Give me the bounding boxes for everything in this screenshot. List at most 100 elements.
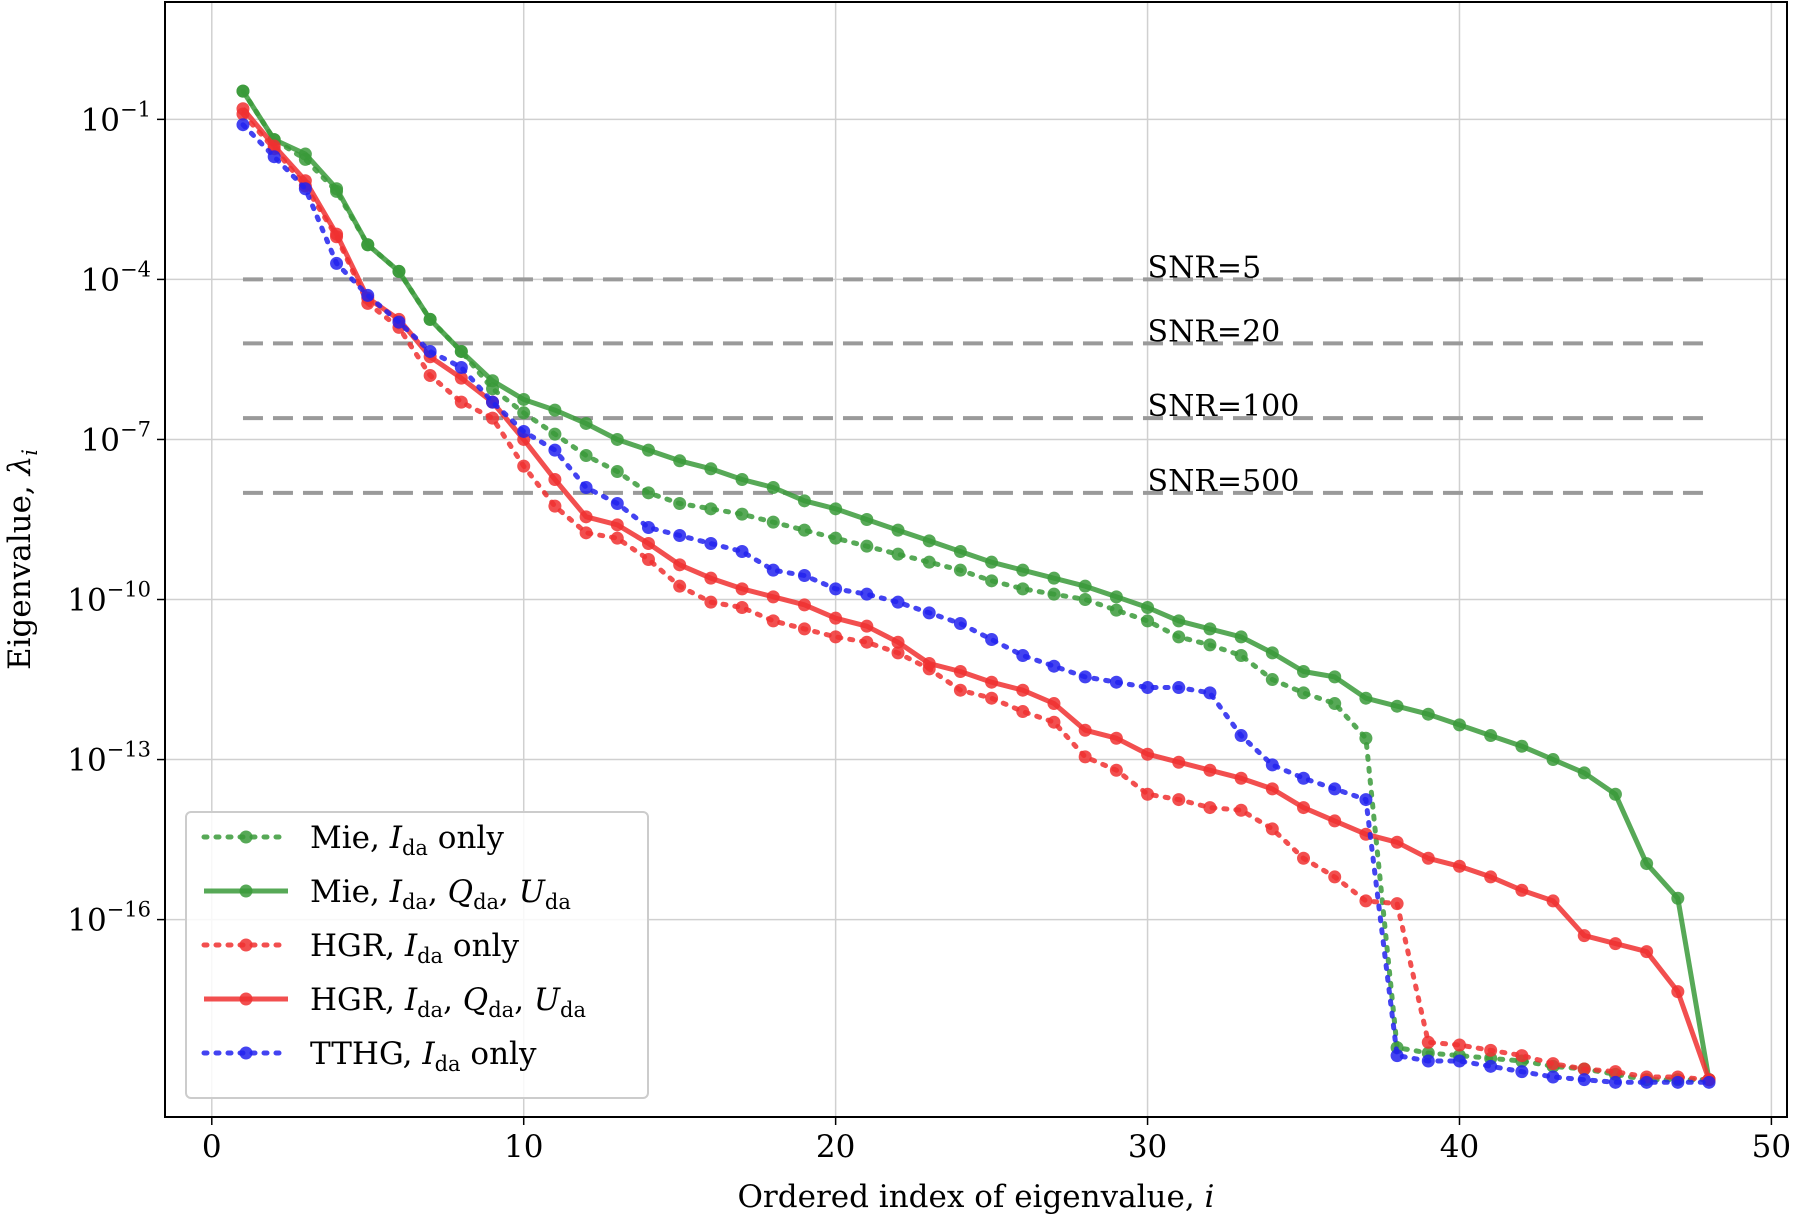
data-point — [1234, 729, 1248, 743]
data-point — [1577, 766, 1591, 780]
legend-entry: HGR, Ida, Qda, Uda — [204, 982, 586, 1022]
snr-label: SNR=100 — [1148, 389, 1300, 424]
data-point — [361, 238, 375, 252]
snr-thresholds — [242, 277, 1710, 495]
data-point — [1297, 686, 1311, 700]
data-point — [579, 480, 593, 494]
data-point — [1484, 1059, 1498, 1073]
data-point — [236, 84, 250, 98]
data-point — [797, 523, 811, 537]
data-point — [891, 523, 905, 537]
data-point — [766, 614, 780, 628]
data-point — [1640, 1075, 1654, 1089]
data-point — [517, 424, 531, 438]
data-point — [1671, 985, 1685, 999]
data-point — [1421, 1035, 1435, 1049]
data-point — [1172, 793, 1186, 807]
data-point — [1390, 699, 1404, 713]
data-point — [1078, 670, 1092, 684]
data-point — [704, 595, 718, 609]
data-point — [1577, 929, 1591, 943]
data-point — [860, 587, 874, 601]
data-point — [1141, 787, 1155, 801]
data-point — [673, 528, 687, 542]
data-point — [1390, 835, 1404, 849]
data-point — [766, 515, 780, 529]
data-point — [579, 510, 593, 524]
legend-entry: Mie, Ida only — [201, 820, 504, 860]
data-point — [1109, 731, 1123, 745]
data-point — [486, 411, 500, 425]
data-point — [1203, 801, 1217, 815]
data-point — [1078, 723, 1092, 737]
legend-marker — [239, 938, 253, 952]
legend-marker — [239, 884, 253, 898]
data-point — [1234, 803, 1248, 817]
data-point — [1359, 894, 1373, 908]
data-point — [1640, 857, 1654, 871]
data-point — [486, 395, 500, 409]
data-point — [1452, 718, 1466, 732]
legend: Mie, Ida only Mie, Ida, Qda, Uda HGR, Ida … — [185, 811, 649, 1099]
data-point — [610, 432, 624, 446]
data-point — [735, 601, 749, 615]
data-point — [1078, 579, 1092, 593]
data-point — [1234, 630, 1248, 644]
data-point — [1515, 739, 1529, 753]
data-point — [860, 635, 874, 649]
legend-label: TTHG, Ida only — [310, 1036, 537, 1076]
data-point — [298, 147, 312, 161]
data-point — [1359, 691, 1373, 705]
data-point — [1016, 705, 1030, 719]
data-point — [1297, 665, 1311, 679]
snr-labels: SNR=5 SNR=20 SNR=100 SNR=500 — [1148, 250, 1300, 498]
data-point — [1484, 870, 1498, 884]
data-point — [1452, 1038, 1466, 1052]
data-point — [860, 539, 874, 553]
data-point — [361, 288, 375, 302]
data-point — [1203, 763, 1217, 777]
data-point — [1702, 1075, 1716, 1089]
data-point — [1141, 747, 1155, 761]
data-point — [673, 454, 687, 468]
data-point — [673, 496, 687, 510]
y-tick-label: 10−7 — [81, 417, 151, 458]
data-point — [985, 574, 999, 588]
data-point — [1047, 697, 1061, 711]
data-point — [517, 406, 531, 420]
data-point — [1484, 1043, 1498, 1057]
data-point — [1109, 763, 1123, 777]
data-point — [891, 635, 905, 649]
x-tick-label: 40 — [1440, 1129, 1479, 1165]
data-point — [1234, 649, 1248, 663]
data-point — [766, 590, 780, 604]
data-point — [1484, 729, 1498, 743]
y-axis-label: Eigenvalue, λi — [2, 449, 42, 670]
data-point — [829, 582, 843, 596]
data-point — [1265, 673, 1279, 687]
data-point — [1078, 593, 1092, 607]
data-point — [953, 563, 967, 577]
data-point — [1141, 601, 1155, 615]
legend-marker — [239, 992, 253, 1006]
data-point — [267, 139, 281, 153]
x-tick-label: 50 — [1752, 1129, 1791, 1165]
y-tick-label: 10−10 — [67, 578, 151, 619]
snr-label: SNR=5 — [1148, 250, 1262, 285]
data-point — [1452, 859, 1466, 873]
data-point — [953, 665, 967, 679]
series-mie-i-da-q-da-u-da — [236, 84, 1716, 1087]
legend-box — [185, 811, 649, 1099]
data-point — [1546, 753, 1560, 767]
data-point — [704, 502, 718, 516]
data-point — [1390, 1049, 1404, 1063]
data-point — [330, 256, 344, 270]
data-point — [797, 569, 811, 583]
data-point — [735, 507, 749, 521]
data-point — [330, 227, 344, 241]
legend-marker — [239, 1046, 253, 1060]
data-point — [797, 494, 811, 508]
data-point — [1671, 1075, 1685, 1089]
data-point — [641, 520, 655, 534]
data-point — [985, 691, 999, 705]
